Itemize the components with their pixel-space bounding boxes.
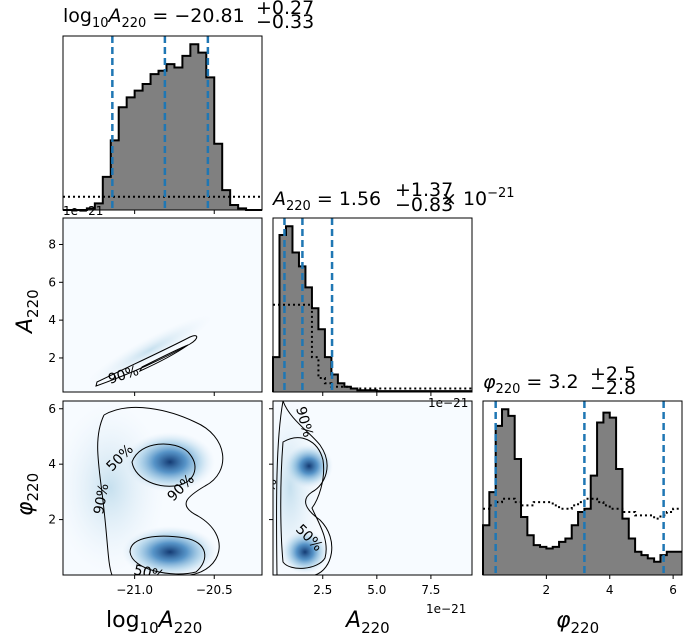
histogram-A220 — [272, 218, 472, 393]
axes-frame-phi-vs-logA — [62, 400, 263, 576]
contour-50-phi-lower — [129, 535, 206, 575]
hist-A220-step — [272, 225, 472, 393]
hist-A220-fill — [273, 226, 472, 392]
x-phi220-tick-label: 2 — [543, 583, 551, 597]
title-A220: A220 = 1.56 — [271, 188, 381, 214]
contour-50-phi-upper — [131, 443, 196, 487]
x-phi220-tick-label: 4 — [606, 583, 614, 597]
y-A220-tick-label: 4 — [48, 313, 56, 327]
hist-phi220-step — [482, 408, 682, 575]
y-A220-tick-label: 6 — [48, 275, 56, 289]
axes-frame-phi-vs-A — [272, 400, 473, 576]
title-phi220: φ220 = 3.2 — [483, 371, 579, 397]
histogram-phi220 — [482, 401, 682, 575]
density-phi-vs-logA: 50% 90% 90% 50% — [63, 403, 224, 575]
contour-90-A-vs-logA — [95, 335, 198, 387]
title-A220-minus: −0.83 — [395, 194, 453, 216]
axes-frame-log10A220-hist — [62, 35, 263, 211]
histogram-log10A220 — [63, 36, 262, 211]
y-A220-tick-label: 8 — [48, 237, 56, 251]
contour-label-90-phi-left: 90% — [91, 482, 112, 515]
title-log10A220-plus: +0.27 — [256, 0, 314, 19]
hist-log10A220-step — [63, 43, 262, 211]
y-A220-tick-label: 2 — [48, 351, 56, 365]
x-phi220-tick-label: 6 — [669, 583, 677, 597]
x-A220-tick-label: 2.5 — [313, 583, 332, 597]
contour-label-90-A-top: 90% — [292, 405, 316, 439]
contour-50-A-vs-logA — [138, 344, 189, 373]
offset-text-hist-log: 1e−21 — [63, 204, 103, 218]
y-phi220-tick-label: 4 — [48, 457, 56, 471]
contour-90-phi-vs-logA — [97, 407, 224, 575]
title-A220-plus: +1.37 — [395, 179, 453, 201]
ylabel-phi220: φ220 — [13, 473, 42, 516]
y-phi220-tick-label: 6 — [48, 402, 56, 416]
title-log10A220-minus: −0.33 — [256, 11, 314, 33]
xlabel-phi220: φ220 — [556, 608, 599, 637]
axes-frame-phi220-hist — [482, 400, 683, 576]
x-log10A220-tick-label: −21.0 — [116, 583, 153, 597]
axes-frame-A220-hist — [272, 217, 473, 393]
contour-50-phi-vs-A — [280, 437, 327, 569]
hist-phi220-prior — [483, 497, 682, 520]
contour-label-90-A-left: 90% — [259, 477, 280, 510]
title-log10A220: log10A220 = −20.81 — [63, 5, 245, 31]
xlabel-log10A220: log10A220 — [106, 608, 202, 637]
offset-text-A-x: 1e−21 — [426, 602, 466, 616]
hist-phi220-fill — [483, 409, 682, 575]
hist-log10A220-fill — [63, 44, 262, 211]
x-log10A220-tick-label: −20.5 — [196, 583, 233, 597]
title-phi220-plus: +2.5 — [590, 363, 636, 385]
density-phi-vs-A: 90% 90% 50% — [259, 401, 333, 575]
xlabel-A220: A220 — [344, 608, 390, 637]
x-A220-tick-label: 7.5 — [421, 583, 440, 597]
title-A220-mult: × 10−21 — [441, 186, 515, 210]
axis-ticks: −21.0 −20.5 2.5 5.0 7.5 2 4 6 2 4 6 8 2 4 6 — [48, 210, 677, 597]
panel-bg-A-vs-logA — [63, 218, 262, 392]
title-phi220-minus: −2.8 — [590, 377, 636, 399]
contour-90-phi-vs-A — [276, 401, 333, 575]
axes-frame-A-vs-logA — [62, 217, 263, 393]
ylabel-A220: A220 — [13, 289, 42, 335]
x-A220-tick-label: 5.0 — [367, 583, 386, 597]
offset-text-hist-A: 1e−21 — [428, 396, 468, 410]
y-phi220-tick-label: 2 — [48, 513, 56, 527]
